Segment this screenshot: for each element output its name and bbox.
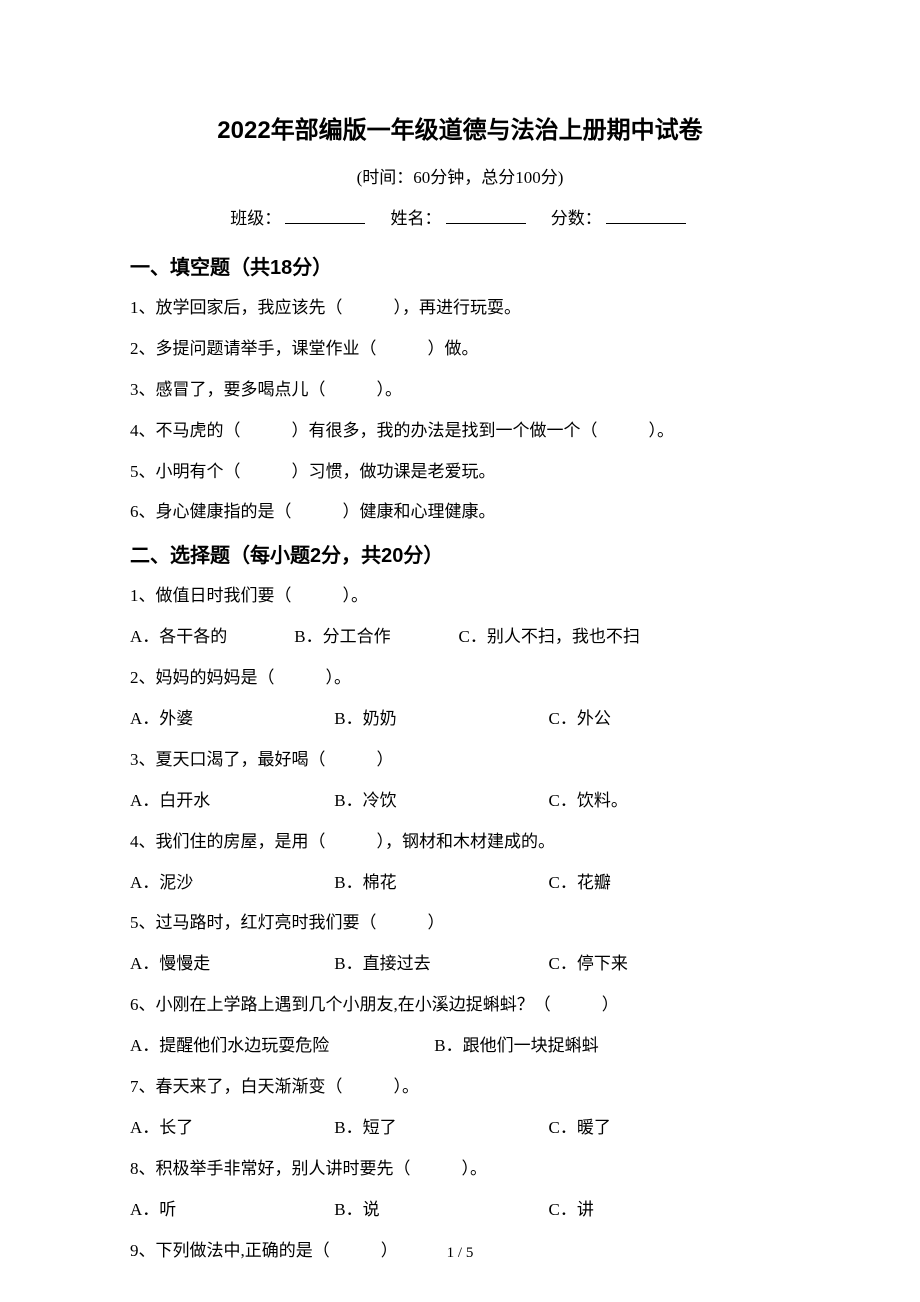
name-label: 姓名： bbox=[391, 209, 442, 228]
student-info-row: 班级： 姓名： 分数： bbox=[130, 204, 790, 229]
section2-heading: 二、选择题（每小题2分，共20分） bbox=[130, 539, 790, 568]
s1-q5: 5、小明有个（ ）习惯，做功课是老爱玩。 bbox=[130, 458, 790, 487]
s2-q7-options: A．长了 B．短了 C．暖了 bbox=[130, 1114, 790, 1143]
s2-q2-c: C．外公 bbox=[549, 705, 729, 734]
class-label: 班级： bbox=[230, 209, 281, 228]
s2-q4: 4、我们住的房屋，是用（ ），钢材和木材建成的。 bbox=[130, 828, 790, 857]
name-blank[interactable] bbox=[446, 206, 526, 224]
class-blank[interactable] bbox=[285, 206, 365, 224]
s1-q3: 3、感冒了，要多喝点儿（ ）。 bbox=[130, 376, 790, 405]
s2-q7-c: C．暖了 bbox=[549, 1114, 729, 1143]
s1-q6: 6、身心健康指的是（ ）健康和心理健康。 bbox=[130, 498, 790, 527]
s2-q2-b: B．奶奶 bbox=[334, 705, 544, 734]
s2-q3-c: C．饮料。 bbox=[549, 787, 729, 816]
s2-q1-b: B．分工合作 bbox=[294, 623, 454, 652]
s2-q5-a: A．慢慢走 bbox=[130, 950, 330, 979]
s2-q5: 5、过马路时，红灯亮时我们要（ ） bbox=[130, 909, 790, 938]
s2-q7-a: A．长了 bbox=[130, 1114, 330, 1143]
s2-q3-options: A．白开水 B．冷饮 C．饮料。 bbox=[130, 787, 790, 816]
s2-q8: 8、积极举手非常好，别人讲时要先（ ）。 bbox=[130, 1155, 790, 1184]
s2-q6-b: B．跟他们一块捉蝌蚪 bbox=[434, 1032, 598, 1061]
s2-q1-options: A．各干各的 B．分工合作 C．别人不扫，我也不扫 bbox=[130, 623, 790, 652]
s2-q3-b: B．冷饮 bbox=[334, 787, 544, 816]
s2-q6: 6、小刚在上学路上遇到几个小朋友,在小溪边捉蝌蚪？（ ） bbox=[130, 991, 790, 1020]
s2-q6-options: A．提醒他们水边玩耍危险 B．跟他们一块捉蝌蚪 bbox=[130, 1032, 790, 1061]
s2-q4-c: C．花瓣 bbox=[549, 869, 729, 898]
s2-q7: 7、春天来了，白天渐渐变（ ）。 bbox=[130, 1073, 790, 1102]
s2-q5-c: C．停下来 bbox=[549, 950, 729, 979]
page-number: 1 / 5 bbox=[0, 1245, 920, 1262]
s2-q1-a: A．各干各的 bbox=[130, 623, 290, 652]
s2-q8-b: B．说 bbox=[334, 1196, 544, 1225]
exam-title: 2022年部编版一年级道德与法治上册期中试卷 bbox=[130, 110, 790, 145]
s1-q1: 1、放学回家后，我应该先（ ），再进行玩耍。 bbox=[130, 294, 790, 323]
s2-q8-c: C．讲 bbox=[549, 1196, 729, 1225]
s2-q4-a: A．泥沙 bbox=[130, 869, 330, 898]
s2-q4-b: B．棉花 bbox=[334, 869, 544, 898]
score-blank[interactable] bbox=[606, 206, 686, 224]
s2-q8-options: A．听 B．说 C．讲 bbox=[130, 1196, 790, 1225]
s1-q4: 4、不马虎的（ ）有很多，我的办法是找到一个做一个（ ）。 bbox=[130, 417, 790, 446]
s1-q2: 2、多提问题请举手，课堂作业（ ）做。 bbox=[130, 335, 790, 364]
s2-q8-a: A．听 bbox=[130, 1196, 330, 1225]
s2-q7-b: B．短了 bbox=[334, 1114, 544, 1143]
score-label: 分数： bbox=[551, 209, 602, 228]
s2-q3: 3、夏天口渴了，最好喝（ ） bbox=[130, 746, 790, 775]
s2-q3-a: A．白开水 bbox=[130, 787, 330, 816]
s2-q5-b: B．直接过去 bbox=[334, 950, 544, 979]
s2-q2: 2、妈妈的妈妈是（ ）。 bbox=[130, 664, 790, 693]
exam-subtitle: (时间：60分钟，总分100分) bbox=[130, 163, 790, 188]
s2-q2-options: A．外婆 B．奶奶 C．外公 bbox=[130, 705, 790, 734]
s2-q4-options: A．泥沙 B．棉花 C．花瓣 bbox=[130, 869, 790, 898]
s2-q2-a: A．外婆 bbox=[130, 705, 330, 734]
s2-q1-c: C．别人不扫，我也不扫 bbox=[459, 623, 640, 652]
s2-q5-options: A．慢慢走 B．直接过去 C．停下来 bbox=[130, 950, 790, 979]
s2-q1: 1、做值日时我们要（ ）。 bbox=[130, 582, 790, 611]
section1-heading: 一、填空题（共18分） bbox=[130, 251, 790, 280]
s2-q6-a: A．提醒他们水边玩耍危险 bbox=[130, 1032, 430, 1061]
